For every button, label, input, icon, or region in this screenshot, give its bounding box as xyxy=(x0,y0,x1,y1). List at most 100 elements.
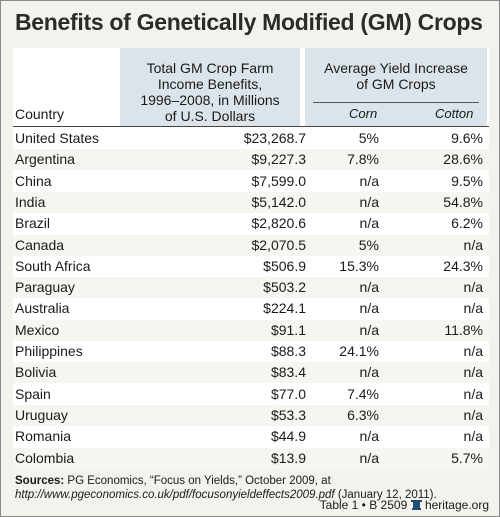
table-row: Colombia $13.9 n/a 5.7% xyxy=(13,447,489,469)
country-cell: Bolivia xyxy=(15,364,57,381)
yield-header-shade xyxy=(305,48,487,126)
country-cell: South Africa xyxy=(15,257,91,274)
income-cell: $13.9 xyxy=(270,449,306,466)
yield-column-header: Average Yield Increase of GM Crops xyxy=(305,60,487,92)
yield-header-line: Average Yield Increase xyxy=(324,60,468,76)
corn-yield-cell: n/a xyxy=(359,279,379,296)
income-column-header: Total GM Crop Farm Income Benefits, 1996… xyxy=(120,60,300,124)
table-reference: Table 1 • B 2509 xyxy=(319,498,408,512)
corn-yield-cell: 15.3% xyxy=(339,257,379,274)
cotton-column-header: Cotton xyxy=(435,106,474,121)
table-row: Uruguay $53.3 6.3% n/a xyxy=(13,404,489,426)
income-cell: $506.9 xyxy=(263,257,306,274)
table-row: Mexico $91.1 n/a 11.8% xyxy=(13,319,489,341)
cotton-yield-cell: 9.6% xyxy=(451,130,483,146)
cotton-yield-cell: n/a xyxy=(463,236,483,253)
cotton-yield-cell: n/a xyxy=(463,406,483,423)
income-cell: $88.3 xyxy=(270,343,306,359)
income-cell: $91.1 xyxy=(270,321,306,338)
corn-yield-cell: n/a xyxy=(359,321,379,338)
cotton-yield-cell: 5.7% xyxy=(451,449,483,466)
corn-yield-cell: n/a xyxy=(359,449,379,466)
income-cell: $5,142.0 xyxy=(251,193,307,210)
table-row: Canada $2,070.5 5% n/a xyxy=(13,234,489,256)
country-cell: United States xyxy=(15,130,100,146)
income-cell: $44.9 xyxy=(270,428,306,445)
corn-yield-cell: 5% xyxy=(358,236,379,253)
corn-yield-cell: n/a xyxy=(359,215,379,232)
corn-yield-cell: 6.3% xyxy=(347,406,379,423)
corn-column-header: Corn xyxy=(349,106,378,121)
table-row: Brazil $2,820.6 n/a 6.2% xyxy=(13,213,489,234)
country-cell: Paraguay xyxy=(15,279,75,296)
country-cell: China xyxy=(15,172,52,189)
corn-yield-cell: n/a xyxy=(359,193,379,210)
table-row: Paraguay $503.2 n/a n/a xyxy=(13,277,489,299)
income-cell: $7,599.0 xyxy=(251,172,307,189)
data-table: Total GM Crop Farm Income Benefits, 1996… xyxy=(13,48,489,469)
sources-label: Sources: xyxy=(15,475,65,487)
income-cell: $9,227.3 xyxy=(251,151,307,168)
country-column-header: Country xyxy=(15,106,65,122)
heritage-bell-icon xyxy=(410,500,422,510)
table-row: Spain $77.0 7.4% n/a xyxy=(13,384,489,405)
sources-url[interactable]: http://www.pgeconomics.co.uk/pdf/focuson… xyxy=(15,489,335,501)
cotton-yield-cell: 28.6% xyxy=(443,151,483,168)
corn-yield-cell: 7.4% xyxy=(347,385,379,402)
country-cell: Brazil xyxy=(15,215,51,232)
table-row: Australia $224.1 n/a n/a xyxy=(13,298,489,319)
corn-yield-cell: 5% xyxy=(358,130,379,146)
income-cell: $53.3 xyxy=(270,406,306,423)
country-cell: Argentina xyxy=(15,151,75,168)
table-row: China $7,599.0 n/a 9.5% xyxy=(13,171,489,192)
corn-yield-cell: 24.1% xyxy=(339,343,379,359)
table-row: Argentina $9,227.3 7.8% 28.6% xyxy=(13,149,489,171)
yield-header-divider xyxy=(313,102,479,103)
country-cell: Australia xyxy=(15,300,70,317)
cotton-yield-cell: n/a xyxy=(463,428,483,445)
sources-text: PG Economics, “Focus on Yields,” October… xyxy=(67,475,331,487)
income-cell: $2,820.6 xyxy=(251,215,307,232)
corn-yield-cell: n/a xyxy=(359,172,379,189)
country-cell: Romania xyxy=(15,428,72,445)
table-row: South Africa $506.9 15.3% 24.3% xyxy=(13,256,489,277)
cotton-yield-cell: 9.5% xyxy=(451,172,483,189)
cotton-yield-cell: n/a xyxy=(463,385,483,402)
cotton-yield-cell: n/a xyxy=(463,364,483,381)
cotton-yield-cell: 6.2% xyxy=(451,215,483,232)
income-cell: $83.4 xyxy=(270,364,306,381)
country-cell: India xyxy=(15,193,46,210)
income-cell: $2,070.5 xyxy=(251,236,307,253)
table-row: Philippines $88.3 24.1% n/a xyxy=(13,341,489,362)
cotton-yield-cell: 24.3% xyxy=(443,257,483,274)
cotton-yield-cell: 54.8% xyxy=(443,193,483,210)
table-row: Romania $44.9 n/a n/a xyxy=(13,426,489,447)
country-cell: Spain xyxy=(15,385,51,402)
income-header-line: of U.S. Dollars xyxy=(164,108,256,124)
page-title: Benefits of Genetically Modified (GM) Cr… xyxy=(15,9,483,35)
income-header-line: Income Benefits, xyxy=(157,76,263,92)
corn-yield-cell: n/a xyxy=(359,364,379,381)
income-cell: $503.2 xyxy=(263,279,306,296)
footer: Table 1 • B 2509 heritage.org xyxy=(320,498,489,512)
sources-note: Sources: PG Economics, “Focus on Yields,… xyxy=(15,474,491,502)
table-row: Bolivia $83.4 n/a n/a xyxy=(13,362,489,384)
income-cell: $77.0 xyxy=(270,385,306,402)
country-cell: Mexico xyxy=(15,321,60,338)
cotton-yield-cell: n/a xyxy=(463,343,483,359)
sources-date: (January 12, 2011). xyxy=(334,489,437,501)
cotton-yield-cell: n/a xyxy=(463,300,483,317)
corn-yield-cell: n/a xyxy=(359,428,379,445)
country-cell: Colombia xyxy=(15,449,75,466)
income-header-line: 1996–2008, in Millions xyxy=(140,92,280,108)
yield-header-line: of GM Crops xyxy=(356,76,436,92)
site-name[interactable]: heritage.org xyxy=(424,498,489,512)
corn-yield-cell: 7.8% xyxy=(347,151,379,168)
country-cell: Philippines xyxy=(15,343,83,359)
income-header-shade xyxy=(120,48,300,126)
table-row: India $5,142.0 n/a 54.8% xyxy=(13,191,489,213)
country-cell: Canada xyxy=(15,236,65,253)
income-cell: $224.1 xyxy=(263,300,306,317)
income-header-line: Total GM Crop Farm xyxy=(146,60,274,76)
